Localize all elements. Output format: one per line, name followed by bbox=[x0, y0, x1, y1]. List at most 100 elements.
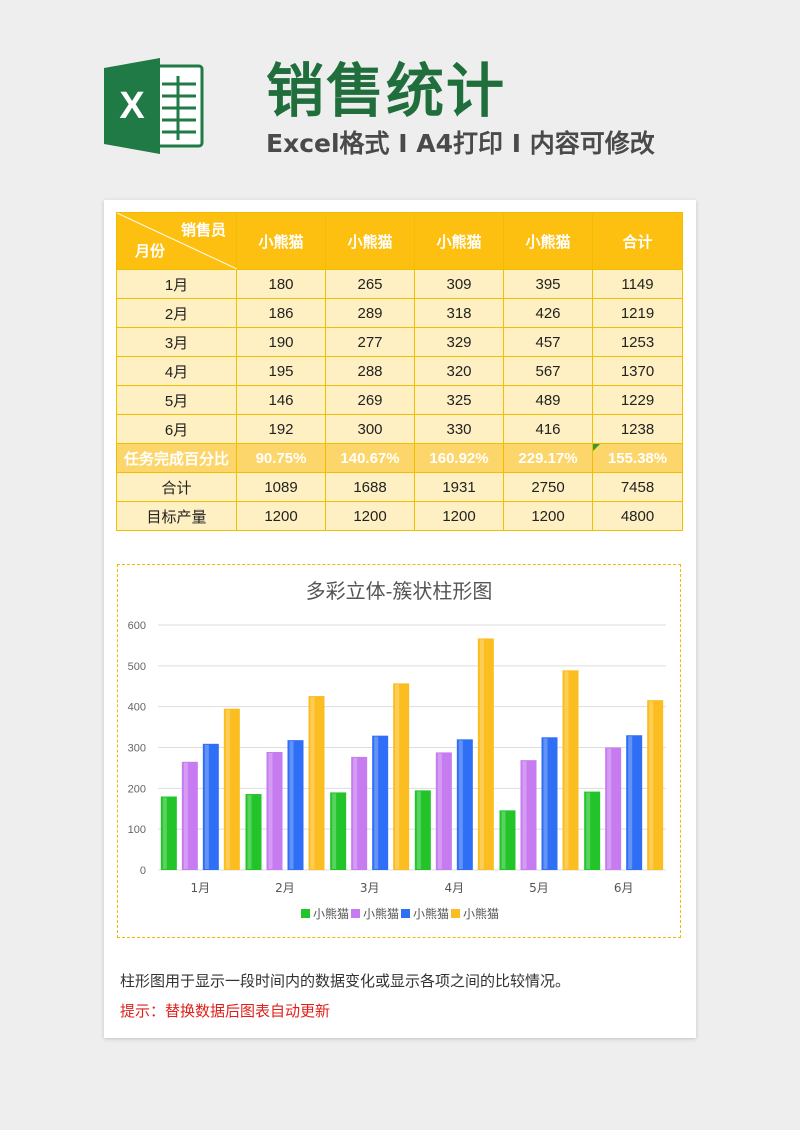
table-cell[interactable]: 309 bbox=[414, 269, 504, 299]
y-tick-label: 400 bbox=[128, 702, 146, 714]
legend-swatch bbox=[351, 909, 360, 918]
row-label[interactable]: 任务完成百分比 bbox=[116, 443, 237, 473]
table-cell[interactable]: 190 bbox=[236, 327, 326, 357]
table-cell[interactable]: 4800 bbox=[592, 501, 683, 531]
table-cell[interactable]: 416 bbox=[503, 414, 593, 444]
table-cell[interactable]: 186 bbox=[236, 298, 326, 328]
table-cell[interactable]: 140.67% bbox=[325, 443, 415, 473]
column-header[interactable]: 小熊猫 bbox=[236, 212, 326, 270]
chart-bar bbox=[520, 760, 537, 870]
column-header[interactable]: 小熊猫 bbox=[503, 212, 593, 270]
chart-bar-highlight bbox=[374, 736, 379, 869]
y-tick-label: 600 bbox=[128, 620, 146, 632]
table-cell[interactable]: 300 bbox=[325, 414, 415, 444]
chart-bar-highlight bbox=[437, 753, 442, 869]
table-cell[interactable]: 320 bbox=[414, 356, 504, 386]
table-cell[interactable]: 1253 bbox=[592, 327, 683, 357]
table-cell[interactable]: 1200 bbox=[414, 501, 504, 531]
table-row: 1月 180 265 309 395 1149 bbox=[116, 269, 683, 299]
chart-bar bbox=[181, 761, 198, 870]
chart-bar-highlight bbox=[522, 761, 527, 869]
chart-bar-highlight bbox=[204, 744, 209, 869]
table-header-row: 销售员 月份 小熊猫 小熊猫 小熊猫 小熊猫 合计 bbox=[116, 212, 683, 270]
corner-header-cell[interactable]: 销售员 月份 bbox=[116, 212, 237, 270]
chart-container[interactable]: 多彩立体-簇状柱形图 0 100 200 300 400 500 600 1月 2月 3月 4月 5月 6… bbox=[117, 564, 681, 938]
table-cell[interactable]: 265 bbox=[325, 269, 415, 299]
table-cell[interactable]: 1931 bbox=[414, 472, 504, 502]
chart-bar-highlight bbox=[649, 701, 654, 869]
table-cell[interactable]: 7458 bbox=[592, 472, 683, 502]
table-cell[interactable]: 1219 bbox=[592, 298, 683, 328]
chart-bar bbox=[330, 792, 347, 870]
chart-bar-highlight bbox=[310, 697, 315, 869]
column-header[interactable]: 小熊猫 bbox=[325, 212, 415, 270]
row-label[interactable]: 合计 bbox=[116, 472, 237, 502]
table-cell[interactable]: 180 bbox=[236, 269, 326, 299]
table-cell[interactable]: 1089 bbox=[236, 472, 326, 502]
chart-bar-highlight bbox=[183, 762, 188, 869]
row-label[interactable]: 1月 bbox=[116, 269, 237, 299]
row-label[interactable]: 2月 bbox=[116, 298, 237, 328]
row-label[interactable]: 目标产量 bbox=[116, 501, 237, 531]
row-label[interactable]: 6月 bbox=[116, 414, 237, 444]
target-row: 目标产量 1200 1200 1200 1200 4800 bbox=[116, 501, 683, 531]
table-cell[interactable]: 1149 bbox=[592, 269, 683, 299]
chart-bar bbox=[477, 638, 494, 870]
chart-bar bbox=[351, 756, 368, 870]
chart-bar bbox=[626, 735, 643, 870]
x-tick-label: 6月 bbox=[614, 881, 634, 895]
table-cell[interactable]: 1229 bbox=[592, 385, 683, 415]
table-cell[interactable]: 1200 bbox=[503, 501, 593, 531]
chart-bar-highlight bbox=[543, 738, 548, 869]
page-subtitle: Excel格式 I A4打印 I 内容可修改 bbox=[266, 129, 655, 158]
bar-chart: 多彩立体-簇状柱形图 0 100 200 300 400 500 600 1月 2月 3月 4月 5月 6… bbox=[128, 579, 666, 921]
table-cell[interactable]: 146 bbox=[236, 385, 326, 415]
row-label[interactable]: 4月 bbox=[116, 356, 237, 386]
table-cell[interactable]: 289 bbox=[325, 298, 415, 328]
table-cell[interactable]: 325 bbox=[414, 385, 504, 415]
table-cell[interactable]: 277 bbox=[325, 327, 415, 357]
x-tick-label: 1月 bbox=[191, 881, 211, 895]
chart-bar bbox=[541, 737, 558, 870]
chart-bar bbox=[160, 796, 177, 870]
table-cell[interactable]: 318 bbox=[414, 298, 504, 328]
row-label[interactable]: 3月 bbox=[116, 327, 237, 357]
chart-bar-highlight bbox=[416, 791, 421, 869]
total-row: 合计 1089 1688 1931 2750 7458 bbox=[116, 472, 683, 502]
table-cell[interactable]: 457 bbox=[503, 327, 593, 357]
chart-bar-highlight bbox=[479, 639, 484, 869]
table-cell[interactable]: 1370 bbox=[592, 356, 683, 386]
column-header[interactable]: 小熊猫 bbox=[414, 212, 504, 270]
table-cell[interactable]: 395 bbox=[503, 269, 593, 299]
diagonal-line bbox=[117, 213, 237, 269]
table-cell[interactable]: 426 bbox=[503, 298, 593, 328]
chart-bar bbox=[456, 739, 473, 870]
table-cell[interactable]: 1238 bbox=[592, 414, 683, 444]
table-cell[interactable]: 90.75% bbox=[236, 443, 326, 473]
table-cell[interactable]: 567 bbox=[503, 356, 593, 386]
excel-logo-icon: X bbox=[104, 58, 204, 154]
legend-swatch bbox=[401, 909, 410, 918]
update-tip: 提示：替换数据后图表自动更新 bbox=[120, 1002, 331, 1020]
table-cell[interactable]: 269 bbox=[325, 385, 415, 415]
table-cell[interactable]: 192 bbox=[236, 414, 326, 444]
table-cell[interactable]: 489 bbox=[503, 385, 593, 415]
table-cell[interactable]: 1200 bbox=[325, 501, 415, 531]
x-tick-label: 3月 bbox=[360, 881, 380, 895]
table-cell[interactable]: 160.92% bbox=[414, 443, 504, 473]
table-cell[interactable]: 1200 bbox=[236, 501, 326, 531]
row-label[interactable]: 5月 bbox=[116, 385, 237, 415]
table-cell[interactable]: 155.38% bbox=[592, 443, 683, 473]
table-cell[interactable]: 1688 bbox=[325, 472, 415, 502]
table-cell[interactable]: 229.17% bbox=[503, 443, 593, 473]
logo-letter: X bbox=[119, 85, 145, 127]
table-cell[interactable]: 288 bbox=[325, 356, 415, 386]
column-header-total[interactable]: 合计 bbox=[592, 212, 683, 270]
chart-bar-highlight bbox=[501, 811, 506, 869]
chart-bar-highlight bbox=[247, 795, 252, 869]
table-cell[interactable]: 330 bbox=[414, 414, 504, 444]
chart-bar bbox=[584, 791, 601, 870]
table-cell[interactable]: 195 bbox=[236, 356, 326, 386]
table-cell[interactable]: 329 bbox=[414, 327, 504, 357]
table-cell[interactable]: 2750 bbox=[503, 472, 593, 502]
